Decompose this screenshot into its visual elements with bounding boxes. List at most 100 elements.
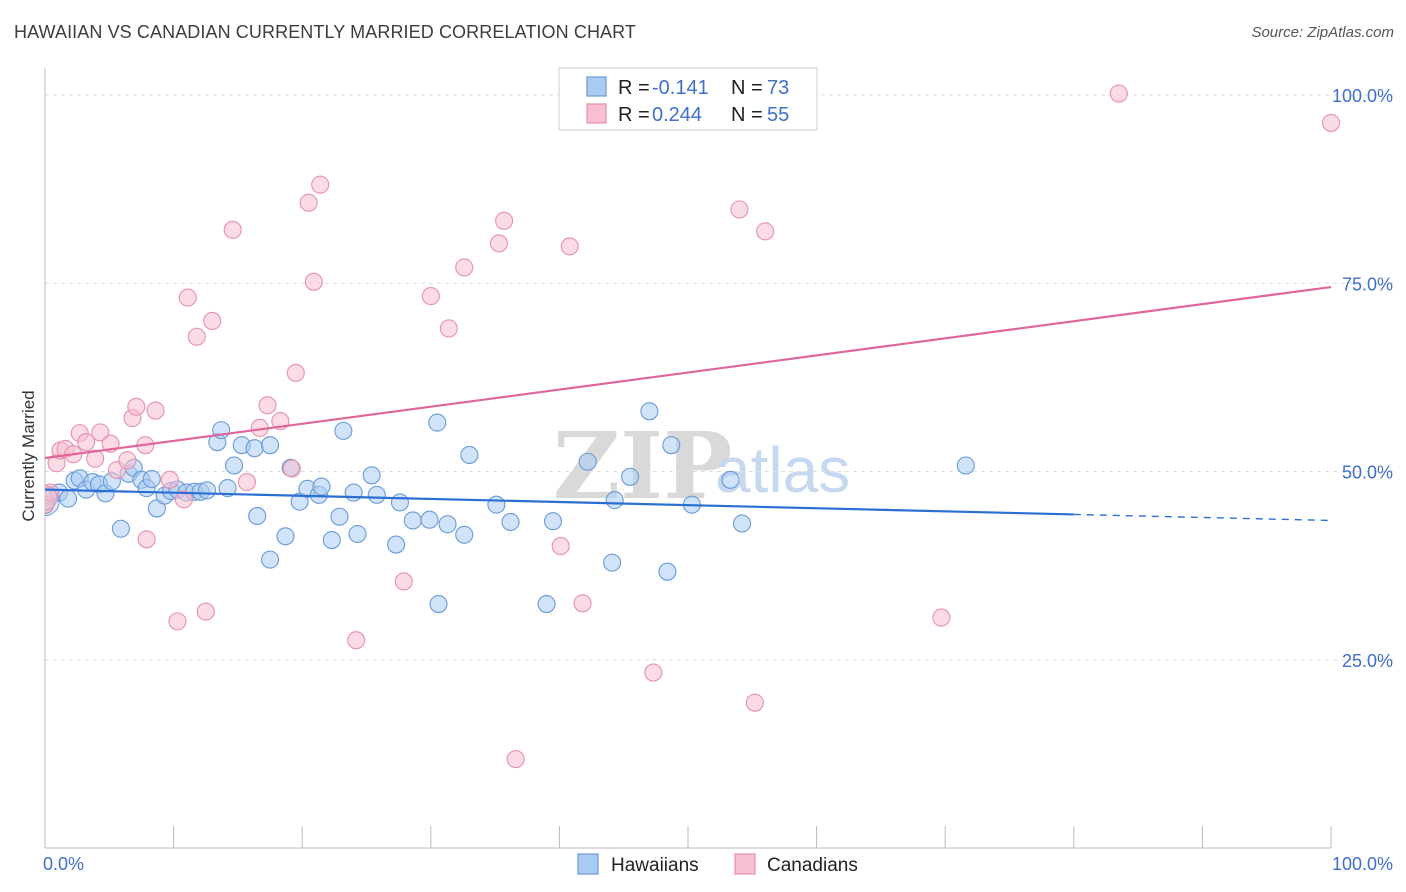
hawaiians-point [367, 485, 386, 504]
canadians-point [282, 459, 301, 478]
hawaiians-point [390, 493, 409, 512]
hawaiians-point [387, 535, 406, 554]
hawaiians-point [621, 467, 640, 486]
hawaiians-point [248, 506, 267, 526]
hawaiians-point [501, 512, 520, 532]
canadians-point [551, 537, 570, 556]
hawaiians-point [59, 489, 78, 508]
canadians-point [168, 612, 187, 631]
canadians-point [495, 211, 514, 230]
x-tick-label-min: 0.0% [43, 854, 84, 874]
hawaiians-point [142, 470, 161, 489]
bottom-legend-swatch-canadians [734, 853, 756, 875]
hawaiians-point [487, 495, 506, 514]
canadians-point [745, 693, 764, 712]
hawaiians-point [276, 527, 295, 546]
legend-r-value-canadians: 0.244 [652, 104, 702, 126]
canadians-point [127, 397, 146, 416]
hawaiians-point [603, 553, 622, 572]
canadians-point [137, 530, 156, 549]
canadians-point [932, 608, 951, 627]
canadians-point [118, 451, 137, 470]
series-hawaiians-points [45, 402, 975, 614]
canadians-point [146, 401, 165, 420]
canadians-point [299, 193, 318, 212]
hawaiians-point [658, 562, 677, 581]
hawaiians-point [322, 530, 341, 550]
legend-swatch-canadians [586, 103, 607, 124]
y-axis-label: Currently Married [19, 390, 38, 521]
hawaiians-point [224, 456, 244, 475]
hawaiians-point [429, 594, 448, 614]
canadians-point [644, 663, 663, 682]
hawaiians-trend-line [45, 488, 1074, 516]
canadians-point [455, 258, 474, 277]
canadians-point [439, 319, 458, 338]
y-tick-label: 25.0% [1342, 651, 1393, 671]
canadians-point [196, 602, 215, 621]
canadians-point [730, 200, 749, 219]
legend-n-value-canadians: 55 [767, 104, 789, 126]
hawaiians-point [537, 594, 556, 614]
hawaiians-point [312, 477, 331, 496]
canadians-point [1321, 113, 1341, 132]
legend-r-value-hawaiians: -0.141 [652, 77, 709, 99]
canadians-trend-line [45, 285, 1332, 460]
canadians-point [560, 237, 579, 256]
canadians-point [304, 272, 323, 291]
hawaiians-point [460, 445, 479, 465]
hawaiians-point [420, 510, 439, 529]
chart-title: HAWAIIAN VS CANADIAN CURRENTLY MARRIED C… [14, 22, 637, 42]
gridlines [45, 94, 1393, 661]
bottom-legend-label-hawaiians: Hawaiians [611, 855, 699, 876]
canadians-point [258, 396, 277, 415]
legend-r-label-hawaiians: R = [618, 77, 650, 99]
hawaiians-point [956, 456, 975, 475]
canadians-point [311, 175, 330, 194]
y-tick-label: 100.0% [1332, 86, 1393, 106]
y-tick-labels: 25.0% 50.0% 75.0% 100.0% [1332, 86, 1393, 671]
canadians-point [91, 423, 110, 442]
canadians-point [506, 750, 525, 769]
canadians-point [1109, 84, 1128, 103]
canadians-point [178, 288, 197, 307]
canadians-point [203, 311, 222, 330]
hawaiians-point [111, 519, 130, 538]
hawaiians-trend-extension [1073, 513, 1332, 522]
hawaiians-point [662, 436, 681, 455]
hawaiians-point [403, 511, 422, 530]
canadians-point [237, 473, 256, 492]
hawaiians-point [732, 514, 752, 533]
canadians-point [174, 490, 193, 509]
canadians-point [573, 594, 592, 613]
legend-n-label-hawaiians: N = [731, 77, 763, 99]
canadians-point [187, 327, 206, 346]
hawaiians-point [455, 525, 474, 544]
canadians-point [223, 220, 242, 239]
canadians-point [489, 234, 509, 253]
canadians-point [421, 287, 440, 306]
canadians-point [286, 363, 305, 382]
x-tick-label-max: 100.0% [1332, 854, 1393, 874]
bottom-legend-swatch-hawaiians [577, 853, 599, 875]
y-tick-label: 50.0% [1342, 463, 1393, 483]
watermark-atlas: atlas [715, 434, 850, 506]
hawaiians-point [245, 439, 264, 458]
axes [44, 68, 1332, 849]
hawaiians-point [344, 483, 363, 502]
canadians-point-cluster [45, 485, 58, 511]
hawaiians-point [197, 481, 217, 500]
canadians-point [77, 433, 96, 452]
legend-n-label-canadians: N = [731, 104, 763, 126]
legend-swatch-hawaiians [586, 76, 607, 97]
x-tick-labels: 0.0% 100.0% [43, 854, 1393, 874]
hawaiians-point [362, 466, 381, 485]
hawaiians-point [438, 515, 457, 534]
hawaiians-point [330, 507, 349, 526]
legend: R = -0.141 N = 73 R = 0.244 N = 55 [558, 67, 818, 131]
bottom-legend: Hawaiians Canadians [577, 853, 858, 876]
hawaiians-point [260, 436, 280, 455]
chart-source: Source: ZipAtlas.com [1251, 24, 1394, 41]
canadians-point [756, 222, 775, 241]
